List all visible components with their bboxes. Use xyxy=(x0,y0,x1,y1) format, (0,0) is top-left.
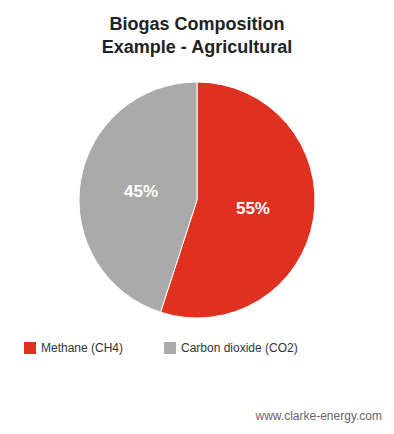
legend-label: Carbon dioxide (CO2) xyxy=(181,341,298,355)
title-line: Example - Agricultural xyxy=(102,37,292,57)
data-label: 45% xyxy=(124,182,158,201)
legend-swatch xyxy=(164,342,176,354)
title: Biogas Composition Example - Agricultural xyxy=(102,14,292,57)
legend: Methane (CH4) Carbon dioxide (CO2) xyxy=(24,341,298,355)
legend-swatch xyxy=(24,342,36,354)
data-label: 55% xyxy=(236,199,270,218)
title-line: Biogas Composition xyxy=(110,14,285,34)
legend-label: Methane (CH4) xyxy=(41,341,123,355)
chart: Biogas Composition Example - Agricultural… xyxy=(0,0,394,434)
annotation: www.clarke-energy.com xyxy=(255,409,382,423)
pie xyxy=(79,82,315,318)
slice xyxy=(79,82,197,312)
